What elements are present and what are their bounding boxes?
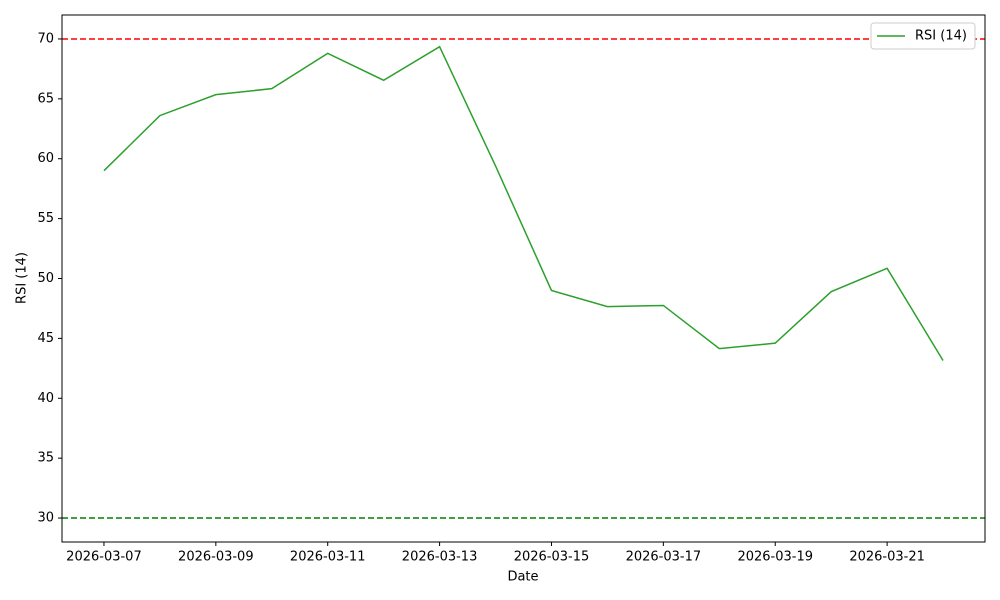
legend-box [870, 22, 976, 50]
y-tick-label: 45 [37, 331, 54, 346]
x-tick-label: 2026-03-13 [402, 550, 478, 565]
y-tick-label: 55 [37, 211, 54, 226]
x-tick-label: 2026-03-17 [626, 550, 702, 565]
x-tick-label: 2026-03-07 [66, 550, 142, 565]
line-series [103, 45, 944, 361]
y-tick-label: 40 [37, 391, 54, 406]
x-tick-label: 2026-03-21 [849, 550, 925, 565]
x-tick-label: 2026-03-19 [737, 550, 813, 565]
y-tick-label: 60 [37, 151, 54, 166]
y-axis-label: RSI (14) [15, 252, 30, 304]
y-tick-label: 30 [37, 511, 54, 526]
legend-label: RSI (14) [915, 29, 967, 44]
plot-frame [61, 14, 986, 543]
x-axis-label: Date [507, 570, 538, 585]
x-tick-label: 2026-03-15 [514, 550, 590, 565]
y-tick-label: 50 [37, 271, 54, 286]
x-tick-label: 2026-03-09 [178, 550, 254, 565]
y-tick-label: 35 [37, 451, 54, 466]
x-tick-label: 2026-03-11 [290, 550, 366, 565]
y-tick-label: 70 [37, 31, 54, 46]
y-tick-label: 65 [37, 91, 54, 106]
